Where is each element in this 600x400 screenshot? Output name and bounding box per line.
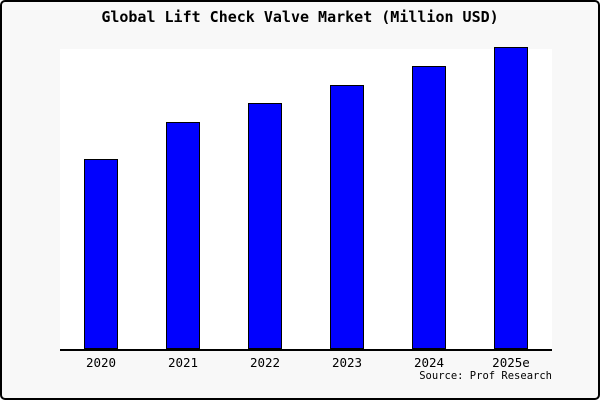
bar-slot: [388, 49, 470, 349]
bar-2020: [84, 159, 118, 349]
plot-area: [60, 47, 552, 351]
bar-slot: [306, 49, 388, 349]
source-note: Source: Prof Research: [419, 370, 552, 382]
bars-container: [60, 47, 552, 349]
x-tick-label: 2020: [85, 355, 117, 370]
x-tick-label: 2022: [249, 355, 281, 370]
x-tick-label: 2021: [167, 355, 199, 370]
bar-2021: [166, 122, 200, 349]
chart-title: Global Lift Check Valve Market (Million …: [101, 8, 499, 26]
bar-2025e: [494, 47, 528, 349]
bar-slot: [470, 47, 552, 349]
bar-slot: [60, 49, 142, 349]
x-tick-label: 2025e: [492, 355, 530, 370]
x-axis-labels: 2020 2021 2022 2023 2024 2025e: [60, 355, 552, 370]
bar-2023: [330, 85, 364, 349]
x-tick-label: 2024: [413, 355, 445, 370]
x-tick-label: 2023: [331, 355, 363, 370]
bar-2024: [412, 66, 446, 349]
bar-2022: [248, 103, 282, 349]
bar-slot: [142, 49, 224, 349]
bar-slot: [224, 49, 306, 349]
